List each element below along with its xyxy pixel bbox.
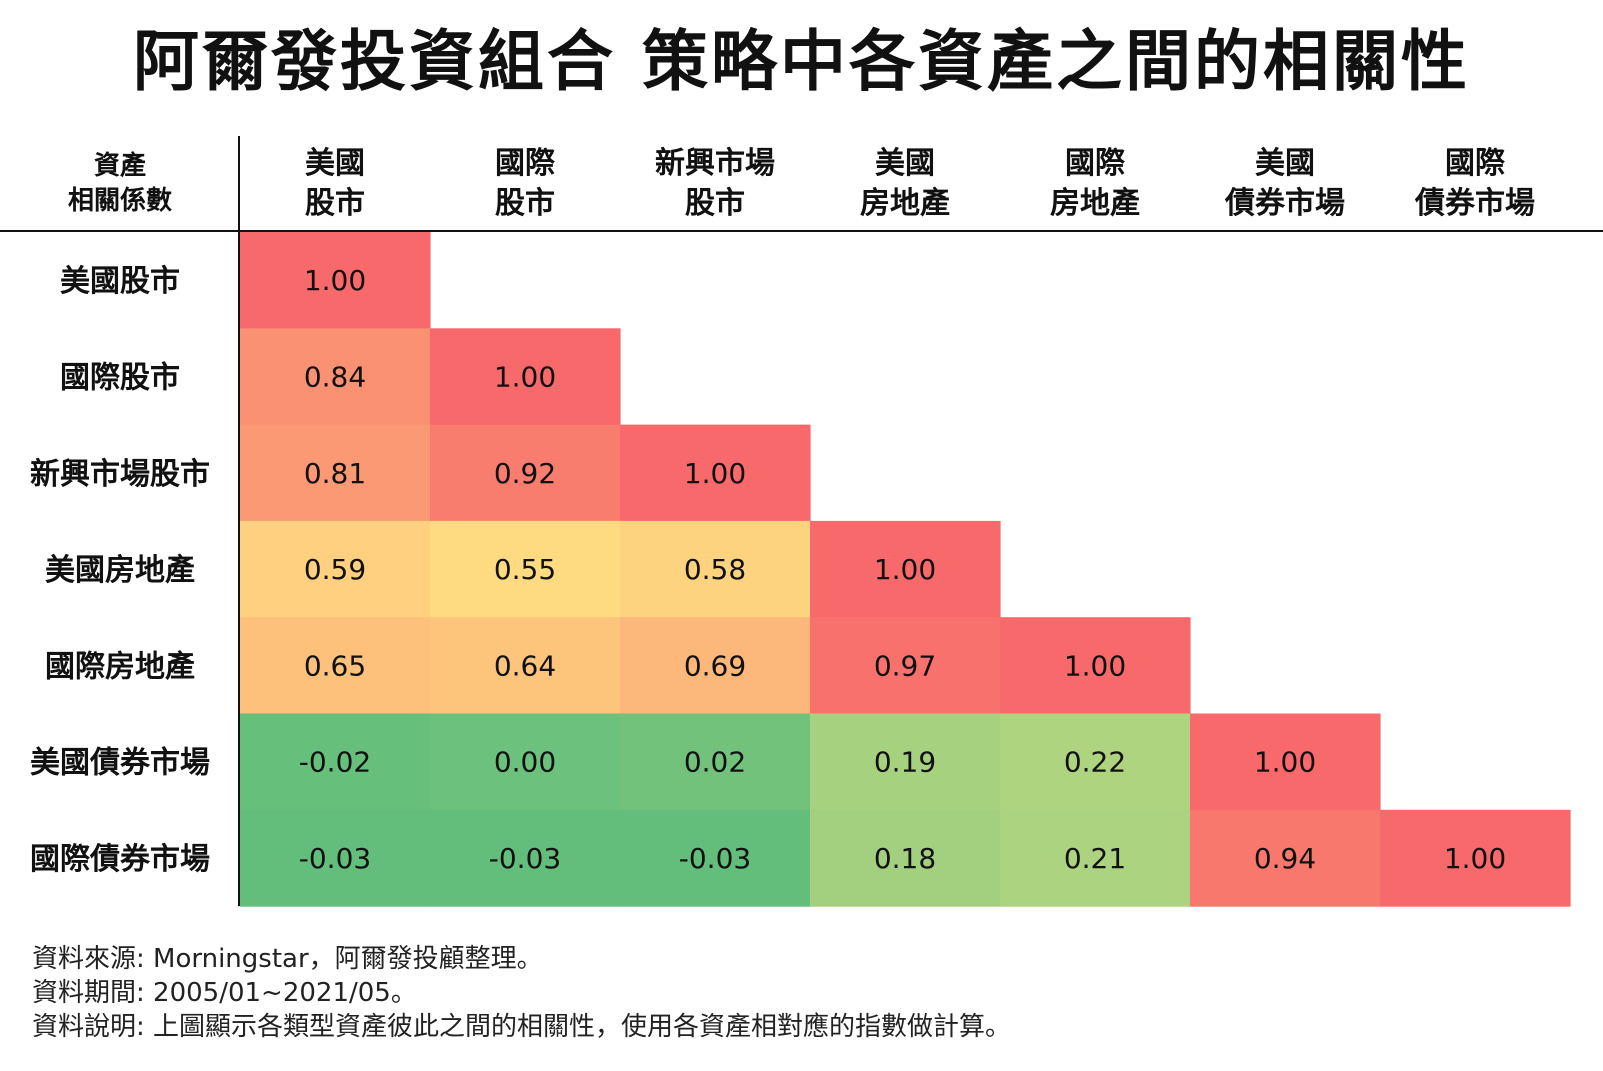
value-label-r5-c3: 0.19 <box>874 746 936 779</box>
value-label-r3-c3: 1.00 <box>874 553 936 586</box>
cell-r1-c1 <box>430 328 621 426</box>
value-label-r4-c2: 0.69 <box>684 649 746 682</box>
value-label-r5-c5: 1.00 <box>1254 746 1316 779</box>
row-label-3: 美國房地產 <box>45 553 195 588</box>
correlation-matrix: 1.00 0.84 1.00 0.81 0.92 1.00 0.59 0.55 0.58 1.00… <box>0 136 1603 907</box>
value-label-r4-c1: 0.64 <box>494 649 556 682</box>
source-note: 資料來源: Morningstar，阿爾發投顧整理。 <box>32 944 543 974</box>
column-label-1-line-0: 國際 <box>495 146 555 181</box>
value-label-r5-c1: 0.00 <box>494 746 556 779</box>
cell-r6-c4 <box>1000 809 1191 907</box>
cell-r4-c0 <box>240 617 431 715</box>
column-label-3-line-1: 房地產 <box>860 186 950 221</box>
value-label-r1-c1: 1.00 <box>494 360 556 393</box>
cell-r6-c2 <box>620 809 811 907</box>
value-label-r4-c4: 1.00 <box>1064 649 1126 682</box>
value-label-r3-c0: 0.59 <box>304 553 366 586</box>
cell-r1-c0 <box>240 328 431 426</box>
column-label-0-line-0: 美國 <box>305 146 365 181</box>
cell-r5-c2 <box>620 713 811 811</box>
value-label-r5-c0: -0.02 <box>299 746 371 779</box>
description-note: 資料說明: 上圖顯示各類型資產彼此之間的相關性，使用各資產相對應的指數做計算。 <box>32 1012 1012 1042</box>
value-label-r3-c2: 0.58 <box>684 553 746 586</box>
cell-r2-c0 <box>240 424 431 522</box>
cell-r4-c4 <box>1000 617 1191 715</box>
column-label-4-line-0: 國際 <box>1065 146 1125 181</box>
row-label-4: 國際房地產 <box>45 649 195 684</box>
value-label-r6-c4: 0.21 <box>1064 842 1126 875</box>
cell-r2-c2 <box>620 424 811 522</box>
value-label-r5-c4: 0.22 <box>1064 746 1126 779</box>
corner-label-line-0: 資產 <box>94 150 146 181</box>
row-label-2: 新興市場股市 <box>30 457 210 492</box>
value-label-r6-c2: -0.03 <box>679 842 751 875</box>
row-label-1: 國際股市 <box>60 360 180 395</box>
value-label-r6-c3: 0.18 <box>874 842 936 875</box>
column-label-5-line-1: 債券市場 <box>1224 186 1345 221</box>
cell-r3-c2 <box>620 520 811 618</box>
value-label-r6-c6: 1.00 <box>1444 842 1506 875</box>
value-label-r6-c1: -0.03 <box>489 842 561 875</box>
row-label-0: 美國股市 <box>60 264 180 299</box>
value-label-r4-c0: 0.65 <box>304 649 366 682</box>
cell-r6-c1 <box>430 809 621 907</box>
cell-r6-c6 <box>1380 809 1571 907</box>
cell-r5-c0 <box>240 713 431 811</box>
row-label-6: 國際債券市場 <box>30 842 210 877</box>
cell-r5-c4 <box>1000 713 1191 811</box>
column-label-5-line-0: 美國 <box>1255 146 1315 181</box>
cell-r6-c3 <box>810 809 1001 907</box>
value-label-r2-c2: 1.00 <box>684 457 746 490</box>
value-label-r1-c0: 0.84 <box>304 360 366 393</box>
value-label-r3-c1: 0.55 <box>494 553 556 586</box>
cell-r5-c3 <box>810 713 1001 811</box>
value-label-r4-c3: 0.97 <box>874 649 936 682</box>
column-label-1-line-1: 股市 <box>495 186 555 221</box>
row-label-5: 美國債券市場 <box>30 746 210 781</box>
cell-r3-c1 <box>430 520 621 618</box>
value-label-r2-c0: 0.81 <box>304 457 366 490</box>
column-label-4-line-1: 房地產 <box>1050 186 1140 221</box>
column-label-3-line-0: 美國 <box>875 146 935 181</box>
value-label-r5-c2: 0.02 <box>684 746 746 779</box>
cell-r5-c1 <box>430 713 621 811</box>
cell-r2-c1 <box>430 424 621 522</box>
column-label-6-line-0: 國際 <box>1445 146 1505 181</box>
chart-title: 阿爾發投資組合 策略中各資產之間的相關性 <box>133 23 1470 100</box>
period-note: 資料期間: 2005/01~2021/05。 <box>32 978 417 1008</box>
cell-r4-c3 <box>810 617 1001 715</box>
cell-r0-c0 <box>240 232 431 329</box>
column-label-2-line-1: 股市 <box>685 186 745 221</box>
value-label-r6-c0: -0.03 <box>299 842 371 875</box>
cell-r5-c5 <box>1190 713 1381 811</box>
column-label-2-line-0: 新興市場 <box>655 146 775 181</box>
cell-r3-c0 <box>240 520 431 618</box>
cell-r3-c3 <box>810 520 1001 618</box>
footnotes: 資料來源: Morningstar，阿爾發投顧整理。 資料期間: 2005/01… <box>32 942 1011 1044</box>
cell-r4-c2 <box>620 617 811 715</box>
value-label-r6-c5: 0.94 <box>1254 842 1316 875</box>
column-label-0-line-1: 股市 <box>305 186 365 221</box>
cell-r6-c5 <box>1190 809 1381 907</box>
corner-label-line-1: 相關係數 <box>68 186 172 216</box>
cell-r4-c1 <box>430 617 621 715</box>
cell-r6-c0 <box>240 809 431 907</box>
column-label-6-line-1: 債券市場 <box>1414 186 1535 221</box>
value-label-r0-c0: 1.00 <box>304 264 366 297</box>
value-label-r2-c1: 0.92 <box>494 457 556 490</box>
